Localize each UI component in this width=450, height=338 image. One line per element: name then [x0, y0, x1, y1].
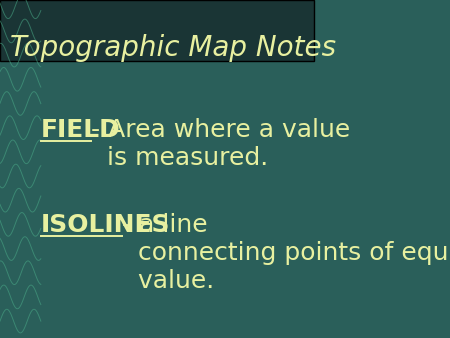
Text: - Area where a value
  is measured.: - Area where a value is measured.: [91, 118, 350, 170]
Text: Topographic Map Notes: Topographic Map Notes: [9, 34, 336, 62]
FancyBboxPatch shape: [0, 0, 314, 61]
Text: ISOLINES: ISOLINES: [41, 213, 170, 237]
Text: FIELD: FIELD: [41, 118, 121, 142]
Text: - a line
  connecting points of equal
  value.: - a line connecting points of equal valu…: [122, 213, 450, 293]
